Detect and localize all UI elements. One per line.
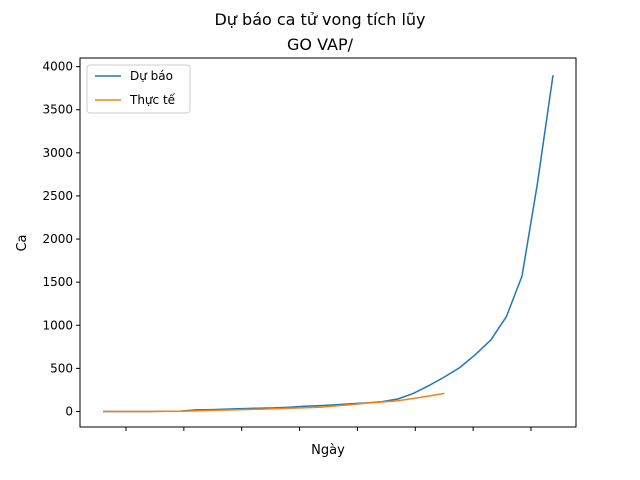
plot-area: 0 500 1000 1500 2000 2500 3000 3500 4000 [42,57,577,431]
axes-frame [79,57,577,428]
y-tick-label: 1000 [42,318,73,332]
y-tick-label: 4000 [42,60,73,74]
y-tick-label: 1500 [42,275,73,289]
legend-label-0: Dự báo [130,69,173,83]
y-tick-label: 3000 [42,146,73,160]
y-tick-label: 2000 [42,232,73,246]
y-tick-label: 0 [65,404,73,418]
y-axis-label: Ca [15,234,30,251]
chart-subtitle: GO VAP/ [287,35,354,54]
y-tick-label: 3500 [42,103,73,117]
series-line-0 [103,75,554,413]
x-axis-label: Ngày [311,443,345,458]
legend-label-1: Thực tế [129,93,176,107]
y-tick-label: 2500 [42,189,73,203]
series-line-1 [103,392,445,413]
chart-title: Dự báo ca tử vong tích lũy [214,10,425,29]
y-tick-label: 500 [50,361,73,375]
legend-box [86,64,191,114]
legend: Dự báo Thực tế [86,64,191,114]
